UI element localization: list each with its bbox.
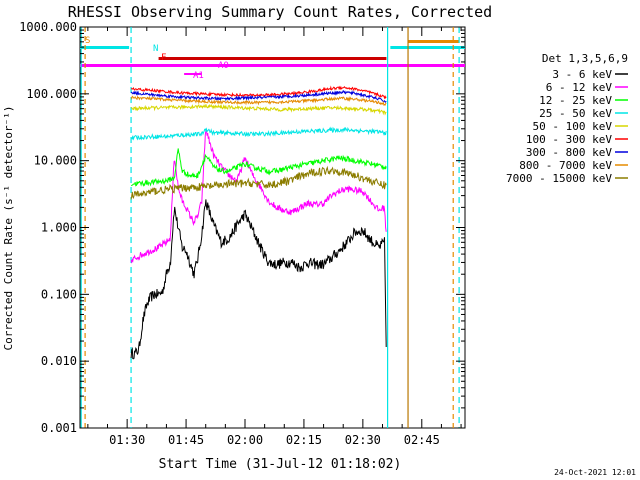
footer-date: 24-Oct-2021 12:01 — [554, 468, 636, 477]
attenuator-label-s: S — [85, 36, 90, 46]
event-marker-lines — [80, 27, 460, 428]
series-lines — [130, 85, 387, 360]
attenuator-bar-orange — [408, 40, 460, 43]
x-axis-ticks: 01:30 01:45 02:00 02:15 02:30 02:45 — [87, 27, 462, 447]
y-tick-label: 100.000 — [26, 87, 77, 101]
series-line-4 — [130, 103, 387, 116]
x-tick-label: 01:45 — [168, 433, 204, 447]
legend-label: 3 - 6 keV — [552, 68, 612, 81]
legend-label: 100 - 300 keV — [526, 133, 612, 146]
y-tick-label: 0.010 — [41, 354, 77, 368]
series-line-6 — [130, 89, 387, 103]
x-tick-label: 02:45 — [404, 433, 440, 447]
legend-label: 300 - 800 keV — [526, 146, 612, 159]
attenuator-bar-cyan-left — [80, 46, 130, 49]
attenuator-label-f: F — [161, 53, 166, 63]
chart-title: RHESSI Observing Summary Count Rates, Co… — [68, 3, 492, 21]
y-axis-label: Corrected Count Rate (s⁻¹ detector⁻¹) — [2, 105, 15, 350]
y-tick-label: 0.100 — [41, 287, 77, 301]
legend-label: 50 - 100 keV — [533, 120, 613, 133]
series-line-5 — [130, 85, 387, 100]
x-tick-label: 01:30 — [109, 433, 145, 447]
legend-label: 7000 - 15000 keV — [506, 172, 612, 185]
x-tick-label: 02:30 — [345, 433, 381, 447]
attenuator-label-n: N — [153, 44, 158, 54]
legend-title: Det 1,3,5,6,9 — [542, 52, 628, 65]
legend-label: 12 - 25 keV — [539, 94, 612, 107]
y-tick-label: 0.001 — [41, 421, 77, 435]
x-tick-label: 02:15 — [286, 433, 322, 447]
legend-label: 25 - 50 keV — [539, 107, 612, 120]
y-tick-label: 1.000 — [41, 221, 77, 235]
series-line-3 — [131, 126, 387, 141]
series-line-2 — [130, 148, 387, 187]
y-tick-label: 10.000 — [34, 154, 77, 168]
attenuator-bar-red — [158, 57, 387, 60]
attenuator-label-a0: A0 — [218, 61, 229, 71]
attenuator-bar-cyan-right — [390, 46, 465, 49]
series-line-8 — [130, 165, 387, 200]
y-tick-label: 1000.000 — [19, 20, 77, 34]
x-tick-label: 02:00 — [227, 433, 263, 447]
attenuator-bar-magenta-long — [80, 64, 465, 67]
attenuator-label-a1: A1 — [193, 71, 204, 81]
legend-label: 6 - 12 keV — [546, 81, 613, 94]
y-axis-ticks: 0.001 0.010 0.100 1.000 10.000 100.000 1000.00… — [19, 20, 465, 435]
series-line-7 — [130, 95, 387, 106]
plot-frame — [79, 26, 466, 429]
x-axis-label: Start Time (31-Jul-12 01:18:02) — [159, 457, 402, 472]
attenuator-bar-a1 — [184, 73, 202, 75]
series-line-0 — [130, 199, 387, 360]
legend-label: 800 - 7000 keV — [519, 159, 612, 172]
annotation-bars: S NF A0 A1 — [80, 36, 465, 81]
